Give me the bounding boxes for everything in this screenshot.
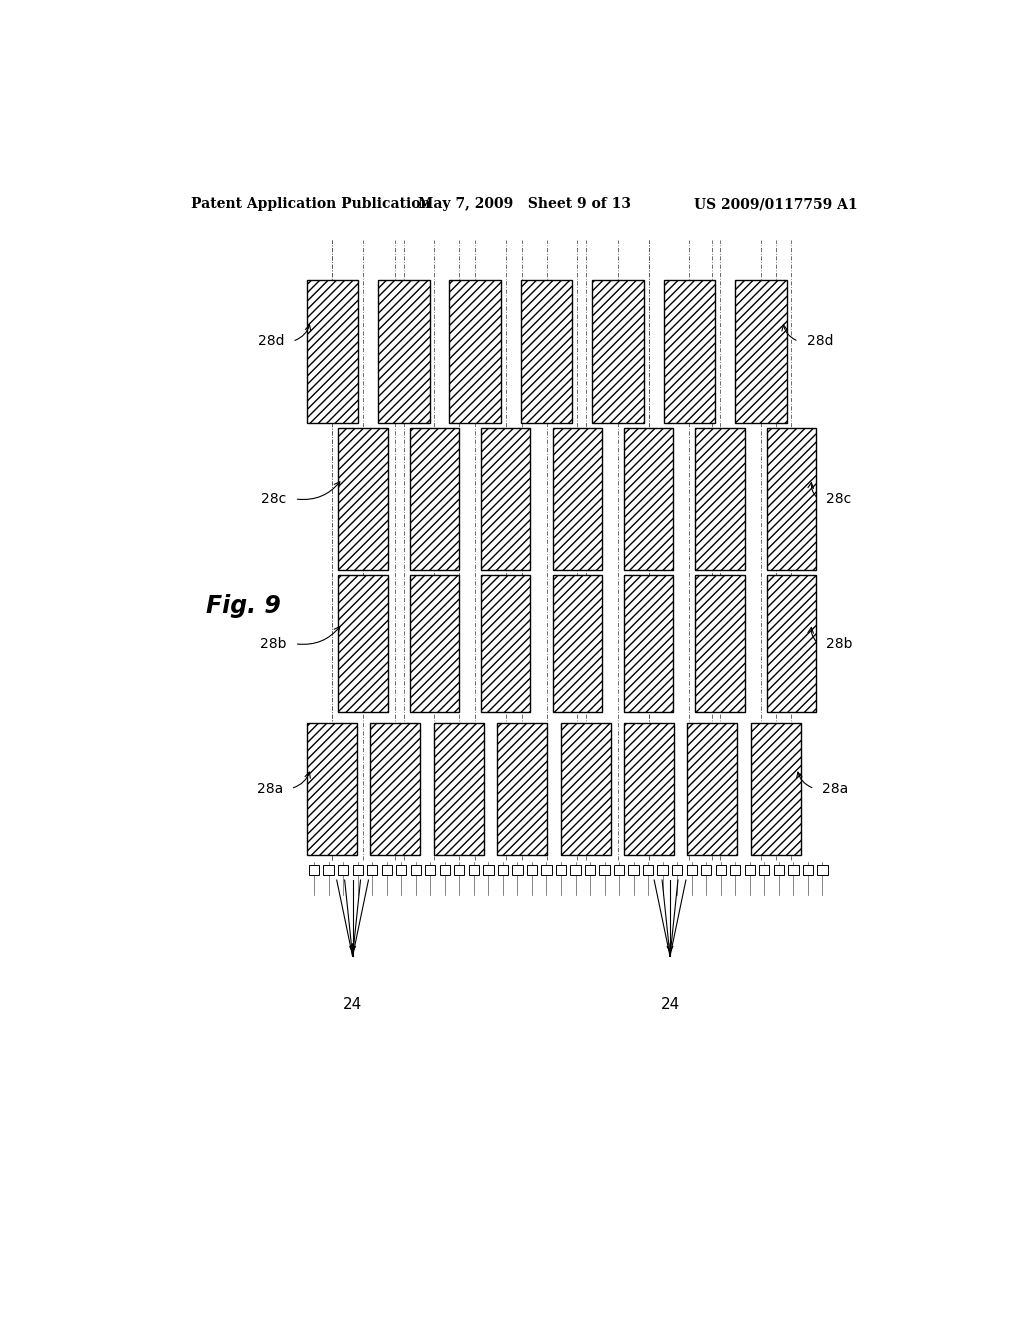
Bar	[455, 865, 465, 875]
Bar	[716, 865, 726, 875]
Bar	[599, 865, 609, 875]
Text: 28b: 28b	[260, 636, 287, 651]
Text: 28b: 28b	[826, 636, 853, 651]
Bar	[585, 865, 595, 875]
Bar	[695, 576, 744, 713]
Bar	[672, 865, 682, 875]
Bar	[624, 722, 674, 854]
Bar	[556, 865, 566, 875]
Bar	[338, 865, 348, 875]
Bar	[686, 865, 697, 875]
Bar	[439, 865, 450, 875]
Bar	[378, 280, 430, 422]
Text: 24: 24	[343, 997, 362, 1012]
Bar	[553, 428, 602, 570]
Bar	[744, 865, 755, 875]
Bar	[542, 865, 552, 875]
Bar	[664, 280, 715, 422]
Text: Fig. 9: Fig. 9	[206, 594, 281, 618]
Bar	[751, 722, 801, 854]
Bar	[735, 280, 786, 422]
Bar	[309, 865, 319, 875]
Bar	[788, 865, 799, 875]
Bar	[450, 280, 501, 422]
Bar	[410, 428, 459, 570]
Bar	[687, 722, 737, 854]
Text: 28c: 28c	[261, 492, 287, 506]
Bar	[324, 865, 334, 875]
Text: 28d: 28d	[258, 334, 285, 348]
Bar	[774, 865, 784, 875]
Bar	[803, 865, 813, 875]
Bar	[433, 722, 483, 854]
Text: 24: 24	[660, 997, 680, 1012]
Bar	[701, 865, 712, 875]
Bar	[767, 428, 816, 570]
Bar	[817, 865, 827, 875]
Bar	[624, 576, 673, 713]
Bar	[367, 865, 378, 875]
Text: 28a: 28a	[822, 781, 849, 796]
Bar	[657, 865, 668, 875]
Bar	[481, 428, 530, 570]
Text: US 2009/0117759 A1: US 2009/0117759 A1	[694, 197, 858, 211]
Bar	[512, 865, 522, 875]
Bar	[410, 576, 459, 713]
Bar	[730, 865, 740, 875]
Bar	[643, 865, 653, 875]
Text: May 7, 2009   Sheet 9 of 13: May 7, 2009 Sheet 9 of 13	[418, 197, 632, 211]
Bar	[629, 865, 639, 875]
Bar	[553, 576, 602, 713]
Bar	[624, 428, 673, 570]
Bar	[695, 428, 744, 570]
Bar	[469, 865, 479, 875]
Bar	[767, 576, 816, 713]
Text: Patent Application Publication: Patent Application Publication	[191, 197, 431, 211]
Bar	[425, 865, 435, 875]
Bar	[338, 428, 387, 570]
Bar	[396, 865, 407, 875]
Bar	[352, 865, 362, 875]
Bar	[306, 722, 356, 854]
Bar	[759, 865, 769, 875]
Bar	[570, 865, 581, 875]
Bar	[370, 722, 420, 854]
Bar	[498, 865, 508, 875]
Bar	[592, 280, 644, 422]
Text: 28a: 28a	[256, 781, 283, 796]
Bar	[526, 865, 538, 875]
Bar	[560, 722, 610, 854]
Bar	[411, 865, 421, 875]
Bar	[338, 576, 387, 713]
Bar	[497, 722, 547, 854]
Text: 28d: 28d	[807, 334, 834, 348]
Text: 28c: 28c	[826, 492, 852, 506]
Bar	[306, 280, 358, 422]
Bar	[481, 576, 530, 713]
Bar	[521, 280, 572, 422]
Bar	[382, 865, 392, 875]
Bar	[483, 865, 494, 875]
Bar	[614, 865, 625, 875]
